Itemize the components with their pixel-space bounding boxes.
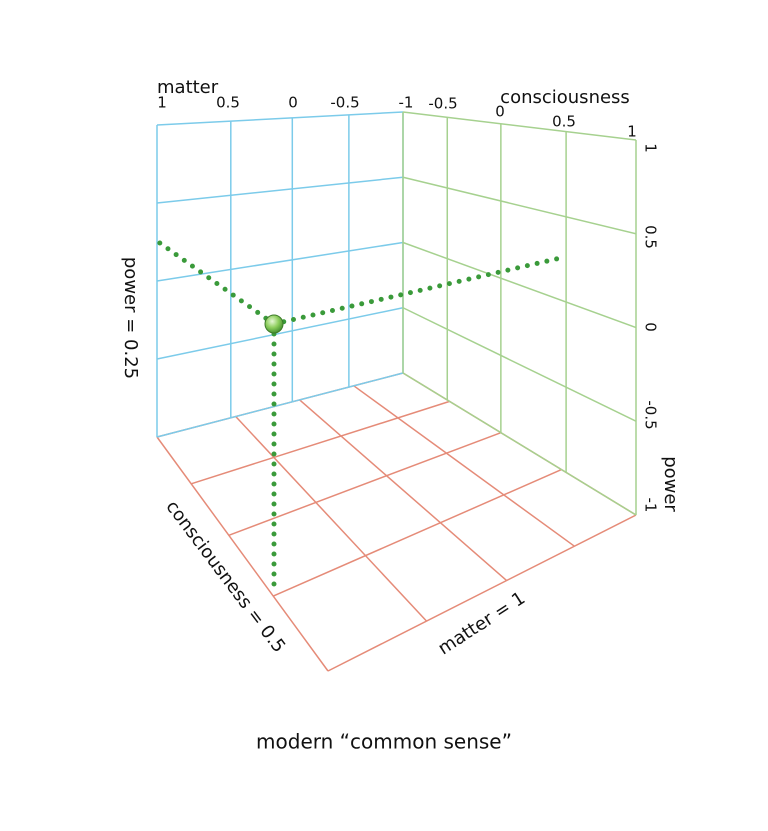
caption: modern “common sense” [256,730,512,754]
dotted-guides [154,238,568,596]
grid-line [156,307,404,360]
grid-line [299,399,508,582]
grid-line [190,400,450,485]
tick-label: 1 [627,123,637,141]
grid-line [402,372,637,516]
axis-title: consciousness [500,87,630,108]
grid-line [353,385,575,547]
grid-line [156,241,404,282]
guide-line [271,254,568,327]
grid-line [402,241,637,329]
grid-line [156,436,329,672]
tick-label: -0.5 [330,94,359,112]
grid-line [235,416,428,622]
grid-line [156,176,404,204]
tick-label: -1 [642,498,660,513]
tick-label: 0.5 [552,113,576,131]
grid-line [402,111,637,141]
grid-line [402,176,637,235]
tick-label: 0.5 [642,225,660,249]
tick-label: -0.5 [642,400,660,429]
grid-line [228,431,502,536]
tick-label: 1 [642,143,660,153]
guide-line [154,238,277,327]
grids [156,111,637,672]
plane-label: matter = 1 [434,588,529,660]
tick-label: -1 [399,94,414,112]
tick-label: 1 [157,94,167,112]
axis-title: matter [157,77,219,98]
tick-label: 0 [495,103,505,121]
tick-label: 0 [642,322,660,332]
axis-title: power [660,456,681,512]
grid-line [156,111,404,126]
grid-line [402,307,637,422]
grid-line [156,372,404,438]
plane-label: consciousness = 0.5 [161,497,289,657]
tick-label: 0.5 [216,94,240,112]
grid-line [272,468,562,597]
point [264,314,284,334]
tick-label: 0 [288,94,298,112]
plane-label: power = 0.25 [120,257,141,379]
grid-line [327,514,637,672]
tick-label: -0.5 [428,95,457,113]
